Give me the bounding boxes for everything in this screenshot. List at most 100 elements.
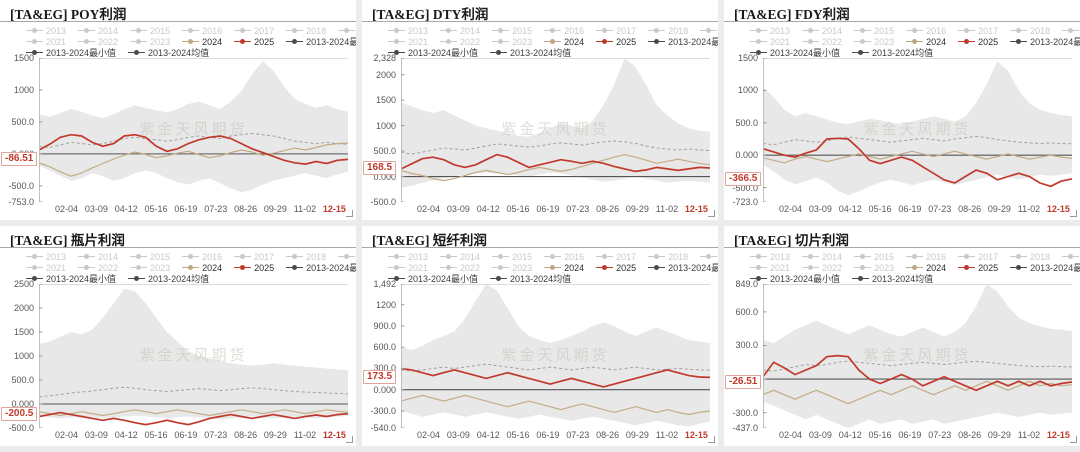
resize-handle-icon[interactable] [708, 436, 715, 443]
legend-item-2013-2024最小值[interactable]: 2013-2024最小值 [388, 46, 478, 59]
legend-item-2015[interactable]: 2015 [854, 252, 894, 262]
legend-item-2021[interactable]: 2021 [388, 263, 428, 273]
legend-item-2016[interactable]: 2016 [906, 252, 946, 262]
legend-item-2017[interactable]: 2017 [234, 252, 274, 262]
legend-item-2025[interactable]: 2025 [234, 37, 274, 47]
legend-item-2018[interactable]: 2018 [286, 26, 326, 36]
legend-item-2024[interactable]: 2024 [906, 263, 946, 273]
resize-handle-icon[interactable] [346, 210, 353, 217]
legend-item-2023[interactable]: 2023 [492, 263, 532, 273]
legend-item-2023[interactable]: 2023 [130, 37, 170, 47]
legend-item-2021[interactable]: 2021 [388, 37, 428, 47]
legend-item-2014[interactable]: 2014 [802, 252, 842, 262]
legend-item-2013-2024最小值[interactable]: 2013-2024最小值 [26, 46, 116, 59]
legend-item-2022[interactable]: 2022 [440, 263, 480, 273]
legend-item-2014[interactable]: 2014 [78, 252, 118, 262]
legend-item-2022[interactable]: 2022 [802, 37, 842, 47]
legend-item-2013[interactable]: 2013 [388, 26, 428, 36]
legend-item-2021[interactable]: 2021 [26, 263, 66, 273]
legend-item-2024[interactable]: 2024 [182, 263, 222, 273]
legend-item-2017[interactable]: 2017 [234, 26, 274, 36]
legend-item-2019[interactable]: 2019 [1062, 26, 1080, 36]
legend-item-2016[interactable]: 2016 [182, 26, 222, 36]
legend-item-2022[interactable]: 2022 [78, 37, 118, 47]
legend-item-2019[interactable]: 2019 [700, 26, 718, 36]
legend-item-2013-2024均值[interactable]: 2013-2024均值 [490, 46, 571, 59]
legend-item-2023[interactable]: 2023 [854, 263, 894, 273]
legend-item-2023[interactable]: 2023 [130, 263, 170, 273]
legend-item-2016[interactable]: 2016 [906, 26, 946, 36]
legend-item-2021[interactable]: 2021 [750, 263, 790, 273]
legend-item-2022[interactable]: 2022 [802, 263, 842, 273]
chart-canvas [763, 58, 1072, 202]
legend-item-2025[interactable]: 2025 [234, 263, 274, 273]
legend-item-2018[interactable]: 2018 [286, 252, 326, 262]
legend-item-2013-2024最大值[interactable]: 2013-2024最大值 [1010, 35, 1080, 48]
legend-item-2017[interactable]: 2017 [596, 26, 636, 36]
legend-item-2021[interactable]: 2021 [26, 37, 66, 47]
legend-item-2014[interactable]: 2014 [78, 26, 118, 36]
legend-item-2013-2024均值[interactable]: 2013-2024均值 [128, 46, 209, 59]
legend-item-2023[interactable]: 2023 [854, 37, 894, 47]
legend-item-2015[interactable]: 2015 [492, 26, 532, 36]
legend-item-2022[interactable]: 2022 [440, 37, 480, 47]
legend-item-2013-2024最小值[interactable]: 2013-2024最小值 [750, 272, 840, 285]
legend-item-2016[interactable]: 2016 [544, 252, 584, 262]
legend-item-2013[interactable]: 2013 [26, 26, 66, 36]
legend-item-2024[interactable]: 2024 [544, 37, 584, 47]
legend-item-2014[interactable]: 2014 [802, 26, 842, 36]
legend-item-2013[interactable]: 2013 [26, 252, 66, 262]
legend-item-2013-2024最小值[interactable]: 2013-2024最小值 [388, 272, 478, 285]
legend-item-2014[interactable]: 2014 [440, 26, 480, 36]
legend-item-2025[interactable]: 2025 [958, 263, 998, 273]
legend-item-2019[interactable]: 2019 [1062, 252, 1080, 262]
legend-item-2019[interactable]: 2019 [338, 252, 356, 262]
legend-item-2013-2024最大值[interactable]: 2013-2024最大值 [286, 261, 356, 274]
resize-handle-icon[interactable] [708, 210, 715, 217]
x-tick-label-current: 12-15 [1046, 430, 1070, 440]
legend-item-2021[interactable]: 2021 [750, 37, 790, 47]
legend-item-2013[interactable]: 2013 [750, 26, 790, 36]
legend-item-2013[interactable]: 2013 [388, 252, 428, 262]
legend-item-2018[interactable]: 2018 [648, 26, 688, 36]
legend-item-2016[interactable]: 2016 [544, 26, 584, 36]
legend-item-2013-2024最大值[interactable]: 2013-2024最大值 [648, 261, 718, 274]
legend-item-2025[interactable]: 2025 [596, 263, 636, 273]
legend-item-2013[interactable]: 2013 [750, 252, 790, 262]
legend-item-2017[interactable]: 2017 [596, 252, 636, 262]
resize-handle-icon[interactable] [1070, 210, 1077, 217]
legend-line-dot-icon [440, 38, 458, 45]
legend-item-2013-2024最大值[interactable]: 2013-2024最大值 [648, 35, 718, 48]
legend-item-2025[interactable]: 2025 [596, 37, 636, 47]
legend-item-2017[interactable]: 2017 [958, 26, 998, 36]
legend-item-2024[interactable]: 2024 [906, 37, 946, 47]
legend-item-2019[interactable]: 2019 [700, 252, 718, 262]
y-tick-label: 1000 [375, 120, 396, 131]
legend-item-2013-2024均值[interactable]: 2013-2024均值 [852, 46, 933, 59]
legend-item-2018[interactable]: 2018 [648, 252, 688, 262]
legend-item-2018[interactable]: 2018 [1010, 26, 1050, 36]
legend-item-2014[interactable]: 2014 [440, 252, 480, 262]
legend-item-2013-2024最小值[interactable]: 2013-2024最小值 [26, 272, 116, 285]
legend-item-2015[interactable]: 2015 [130, 252, 170, 262]
legend-item-2023[interactable]: 2023 [492, 37, 532, 47]
legend-item-2015[interactable]: 2015 [130, 26, 170, 36]
resize-handle-icon[interactable] [346, 436, 353, 443]
legend-item-2016[interactable]: 2016 [182, 252, 222, 262]
legend-item-2013-2024均值[interactable]: 2013-2024均值 [128, 272, 209, 285]
legend-item-2025[interactable]: 2025 [958, 37, 998, 47]
legend-item-2022[interactable]: 2022 [78, 263, 118, 273]
legend-item-2017[interactable]: 2017 [958, 252, 998, 262]
legend-item-2018[interactable]: 2018 [1010, 252, 1050, 262]
legend-item-2015[interactable]: 2015 [492, 252, 532, 262]
legend-item-2013-2024最大值[interactable]: 2013-2024最大值 [1010, 261, 1080, 274]
legend-item-2013-2024均值[interactable]: 2013-2024均值 [490, 272, 571, 285]
resize-handle-icon[interactable] [1070, 436, 1077, 443]
legend-item-2019[interactable]: 2019 [338, 26, 356, 36]
legend-item-2024[interactable]: 2024 [544, 263, 584, 273]
legend-item-2013-2024最大值[interactable]: 2013-2024最大值 [286, 35, 356, 48]
legend-item-2015[interactable]: 2015 [854, 26, 894, 36]
legend-item-2024[interactable]: 2024 [182, 37, 222, 47]
legend-item-2013-2024均值[interactable]: 2013-2024均值 [852, 272, 933, 285]
legend-item-2013-2024最小值[interactable]: 2013-2024最小值 [750, 46, 840, 59]
